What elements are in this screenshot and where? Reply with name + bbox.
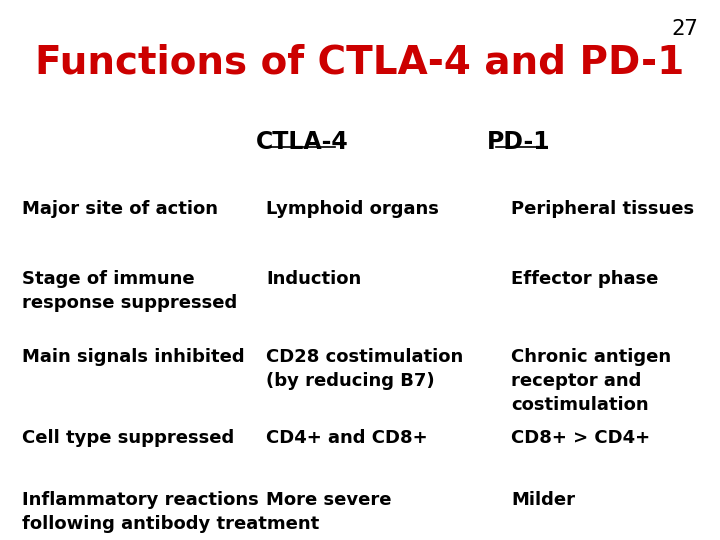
Text: Major site of action: Major site of action bbox=[22, 200, 217, 218]
Text: 27: 27 bbox=[672, 19, 698, 39]
Text: Effector phase: Effector phase bbox=[511, 270, 659, 288]
Text: Cell type suppressed: Cell type suppressed bbox=[22, 429, 234, 447]
Text: CD28 costimulation
(by reducing B7): CD28 costimulation (by reducing B7) bbox=[266, 348, 464, 390]
Text: CD4+ and CD8+: CD4+ and CD8+ bbox=[266, 429, 428, 447]
Text: Stage of immune
response suppressed: Stage of immune response suppressed bbox=[22, 270, 237, 312]
Text: CTLA-4: CTLA-4 bbox=[256, 130, 348, 153]
Text: Milder: Milder bbox=[511, 491, 575, 509]
Text: Main signals inhibited: Main signals inhibited bbox=[22, 348, 244, 366]
Text: CD8+ > CD4+: CD8+ > CD4+ bbox=[511, 429, 650, 447]
Text: Peripheral tissues: Peripheral tissues bbox=[511, 200, 694, 218]
Text: Inflammatory reactions
following antibody treatment: Inflammatory reactions following antibod… bbox=[22, 491, 319, 533]
Text: Induction: Induction bbox=[266, 270, 361, 288]
Text: Lymphoid organs: Lymphoid organs bbox=[266, 200, 439, 218]
Text: Chronic antigen
receptor and
costimulation: Chronic antigen receptor and costimulati… bbox=[511, 348, 671, 414]
Text: PD-1: PD-1 bbox=[487, 130, 550, 153]
Text: More severe: More severe bbox=[266, 491, 392, 509]
Text: Functions of CTLA-4 and PD-1: Functions of CTLA-4 and PD-1 bbox=[35, 43, 685, 81]
